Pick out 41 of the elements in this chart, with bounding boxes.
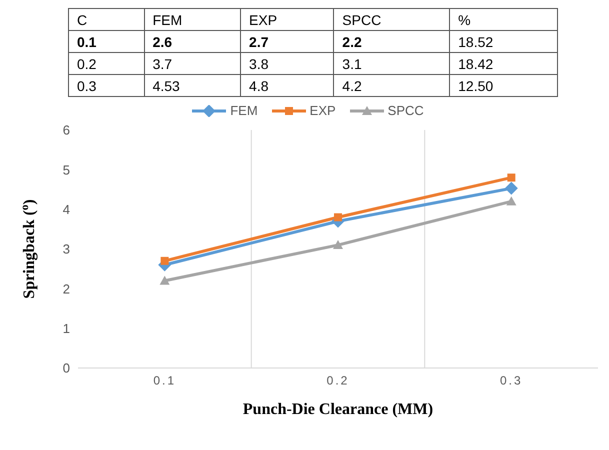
y-tick-label: 6 [62, 122, 70, 138]
category-label: 0.1 [68, 30, 144, 52]
point [504, 182, 518, 195]
y-tick-label: 2 [62, 281, 70, 296]
legend-label: EXP [308, 103, 336, 118]
legend-label: FEM [229, 103, 258, 118]
text: % [450, 8, 558, 30]
x-tick-label: 0.1 [153, 374, 176, 388]
data-label: 3.1 [334, 52, 450, 74]
data-label: 3.7 [144, 52, 241, 74]
data-label: 2.6 [144, 30, 241, 52]
x-axis-title: Punch-Die Clearance (MM) [242, 401, 434, 418]
data-label: 3.8 [240, 52, 334, 74]
point [334, 213, 342, 222]
point [333, 240, 343, 250]
text: C [68, 8, 144, 30]
data-label: 2.7 [240, 30, 334, 52]
y-tick-label: 5 [62, 162, 70, 178]
category-label: 0.3 [68, 74, 144, 96]
point [160, 256, 169, 265]
text: EXP [240, 8, 334, 30]
x-tick-label: 0.2 [326, 374, 350, 388]
text: FEM [144, 8, 241, 30]
data-label: 12.50 [450, 74, 558, 96]
data-label: 4.8 [240, 74, 334, 96]
data-label: 18.52 [450, 30, 558, 52]
data-label: 4.2 [334, 74, 450, 96]
y-tick-label: 0 [62, 360, 70, 376]
point [160, 276, 170, 285]
data-label: 18.42 [450, 52, 558, 74]
point [507, 174, 516, 182]
y-tick-label: 3 [62, 242, 70, 257]
point [506, 196, 516, 206]
text: SPCC [334, 8, 450, 30]
data-label: 2.2 [334, 30, 450, 52]
x-tick-label: 0.3 [500, 374, 523, 388]
legend-label: SPCC [386, 103, 424, 118]
data-label: 4.53 [144, 74, 241, 96]
y-tick-label: 1 [62, 320, 70, 336]
y-tick-label: 4 [62, 202, 70, 217]
category-label: 0.2 [68, 52, 144, 74]
